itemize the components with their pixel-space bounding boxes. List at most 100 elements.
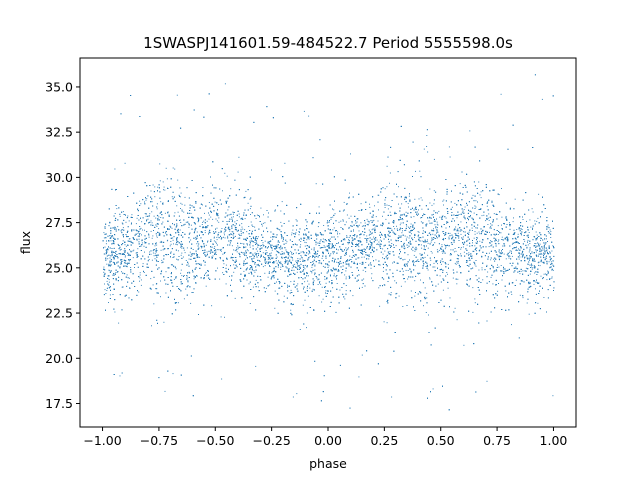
scatter-point [387,257,389,259]
scatter-point [437,231,439,233]
scatter-point [528,286,530,288]
scatter-point [175,268,177,270]
scatter-point [526,235,528,237]
scatter-point [314,274,316,276]
scatter-point [440,263,442,265]
scatter-point [264,265,266,267]
scatter-point [529,255,531,257]
scatter-point [370,262,372,264]
scatter-point [217,235,219,237]
scatter-point [528,313,530,315]
scatter-point [232,213,234,215]
scatter-point [296,267,298,269]
scatter-point [537,271,539,273]
scatter-point [209,252,211,254]
scatter-point [124,256,126,258]
scatter-point [246,231,248,233]
scatter-point [141,221,143,223]
scatter-point [497,234,499,235]
scatter-point [212,255,214,257]
scatter-point [172,239,174,241]
scatter-point [255,254,257,256]
scatter-point [377,194,379,196]
scatter-point [405,211,407,213]
scatter-point [125,245,127,247]
scatter-point [306,228,308,230]
scatter-point [258,253,260,254]
scatter-point [307,295,309,297]
scatter-point [490,225,492,227]
scatter-point [478,181,480,183]
scatter-point [111,236,112,238]
scatter-point [527,236,529,238]
scatter-point [307,236,309,238]
scatter-point [309,256,311,257]
scatter-point [229,230,231,232]
scatter-point [190,239,192,241]
scatter-point [549,229,551,231]
scatter-point [461,212,463,214]
scatter-point [529,273,531,275]
scatter-point [338,270,340,272]
scatter-point [517,233,519,235]
scatter-point [311,272,313,274]
scatter-point [142,229,143,231]
scatter-point [254,229,256,231]
scatter-point [430,251,432,252]
scatter-point [195,236,197,238]
scatter-point [202,204,203,206]
scatter-point [149,251,151,253]
scatter-point [105,293,107,294]
scatter-point [300,244,302,246]
scatter-point [204,230,206,231]
scatter-point [428,220,430,222]
scatter-point [418,273,419,275]
scatter-point [227,235,229,237]
scatter-point [183,298,185,300]
scatter-point [140,203,142,205]
scatter-point [548,261,550,263]
scatter-point [308,115,310,117]
scatter-point [526,302,528,304]
scatter-point [125,262,127,264]
scatter-point [195,252,197,254]
scatter-point [435,227,437,229]
scatter-point [186,275,188,276]
scatter-point [236,251,238,253]
scatter-point [518,248,519,250]
scatter-point [546,238,547,240]
scatter-point [362,269,364,271]
scatter-point [361,261,363,263]
scatter-point [379,305,381,307]
scatter-point [456,319,458,321]
scatter-point [379,239,381,241]
scatter-point [156,203,158,205]
scatter-point [263,245,265,247]
scatter-point [135,223,137,225]
scatter-point [275,260,277,262]
scatter-point [377,220,379,222]
scatter-point [348,247,349,249]
scatter-point [324,278,326,280]
scatter-point [352,295,354,297]
scatter-point [498,266,500,268]
scatter-point [206,254,208,256]
scatter-point [208,202,210,203]
scatter-point [408,226,409,228]
scatter-point [366,223,368,225]
scatter-point [240,242,241,244]
scatter-point [483,214,485,216]
scatter-point [144,241,146,243]
scatter-point [258,263,259,265]
scatter-point [321,286,323,288]
scatter-point [479,233,481,235]
scatter-point [374,205,375,207]
scatter-point [287,275,289,277]
scatter-point [299,329,301,330]
scatter-point [488,213,490,215]
scatter-point [107,258,109,260]
scatter-point [538,253,540,255]
scatter-point [449,254,451,256]
scatter-point [503,253,505,255]
scatter-point [351,241,353,243]
